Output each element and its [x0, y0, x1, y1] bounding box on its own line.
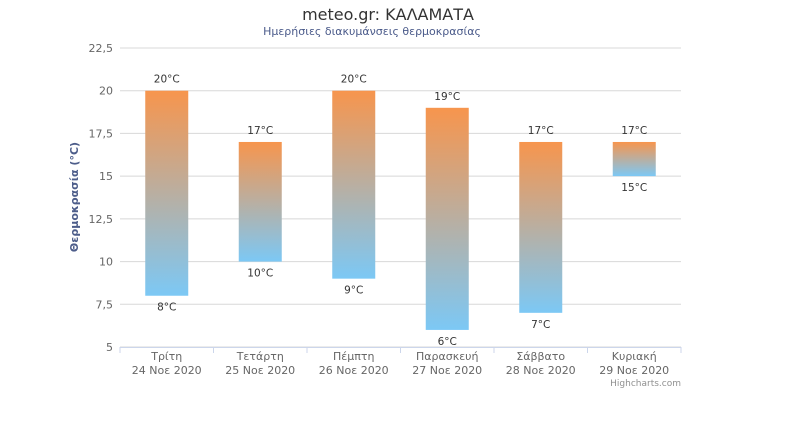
x-tick-day: Τετάρτη [236, 350, 284, 363]
x-tick-date: 29 Νοε 2020 [599, 364, 669, 377]
range-bars [145, 90, 656, 330]
x-tick-day: Παρασκευή [416, 350, 479, 363]
chart-title: meteo.gr: ΚΑΛΑΜΑΤΑ [302, 5, 474, 24]
range-bar[interactable] [238, 141, 282, 262]
y-tick-label: 22,5 [89, 42, 114, 55]
y-axis-ticks: 5 7,5 10 12,5 15 17,5 20 22,5 [89, 42, 114, 354]
low-label: 9°C [344, 285, 363, 297]
high-label: 19°C [434, 91, 460, 103]
y-tick-label: 17,5 [89, 127, 114, 140]
y-tick-label: 15 [99, 170, 113, 183]
x-tick-date: 26 Νοε 2020 [319, 364, 389, 377]
range-bar[interactable] [612, 141, 656, 177]
range-bar[interactable] [332, 90, 376, 279]
low-label: 7°C [531, 319, 550, 331]
high-label: 17°C [247, 125, 273, 137]
x-tick-date: 27 Νοε 2020 [412, 364, 482, 377]
chart-subtitle: Ημερήσιες διακυμάνσεις θερμοκρασίας [263, 25, 481, 38]
low-label: 15°C [621, 182, 647, 194]
low-label: 10°C [247, 268, 273, 280]
grid-lines [120, 47, 681, 348]
low-label: 6°C [438, 336, 457, 348]
range-bar[interactable] [145, 90, 189, 296]
high-label: 20°C [154, 74, 180, 86]
range-bar[interactable] [519, 141, 563, 313]
x-tick-day: Κυριακή [612, 350, 657, 363]
y-tick-label: 7,5 [96, 298, 114, 311]
x-tick-day: Πέμπτη [333, 350, 374, 363]
x-tick-date: 28 Νοε 2020 [506, 364, 576, 377]
x-tick-date: 25 Νοε 2020 [225, 364, 295, 377]
high-label: 17°C [528, 125, 554, 137]
range-bar[interactable] [425, 107, 469, 330]
x-tick-day: Τρίτη [150, 350, 182, 363]
y-tick-label: 10 [99, 256, 113, 269]
high-label: 17°C [621, 125, 647, 137]
x-tick-date: 24 Νοε 2020 [132, 364, 202, 377]
y-axis-title: Θερμοκρασία (°C) [68, 142, 81, 252]
high-label: 20°C [341, 74, 367, 86]
low-label: 8°C [157, 302, 176, 314]
y-tick-label: 5 [106, 341, 113, 354]
data-labels: 20°C 8°C 17°C 10°C 20°C 9°C 19°C 6°C 17°C 7°C 17°C… [154, 74, 647, 348]
x-tick-day: Σάββατο [516, 350, 565, 363]
highcharts-credit[interactable]: Highcharts.com [610, 379, 681, 389]
y-tick-label: 12,5 [89, 213, 114, 226]
y-tick-label: 20 [99, 85, 113, 98]
